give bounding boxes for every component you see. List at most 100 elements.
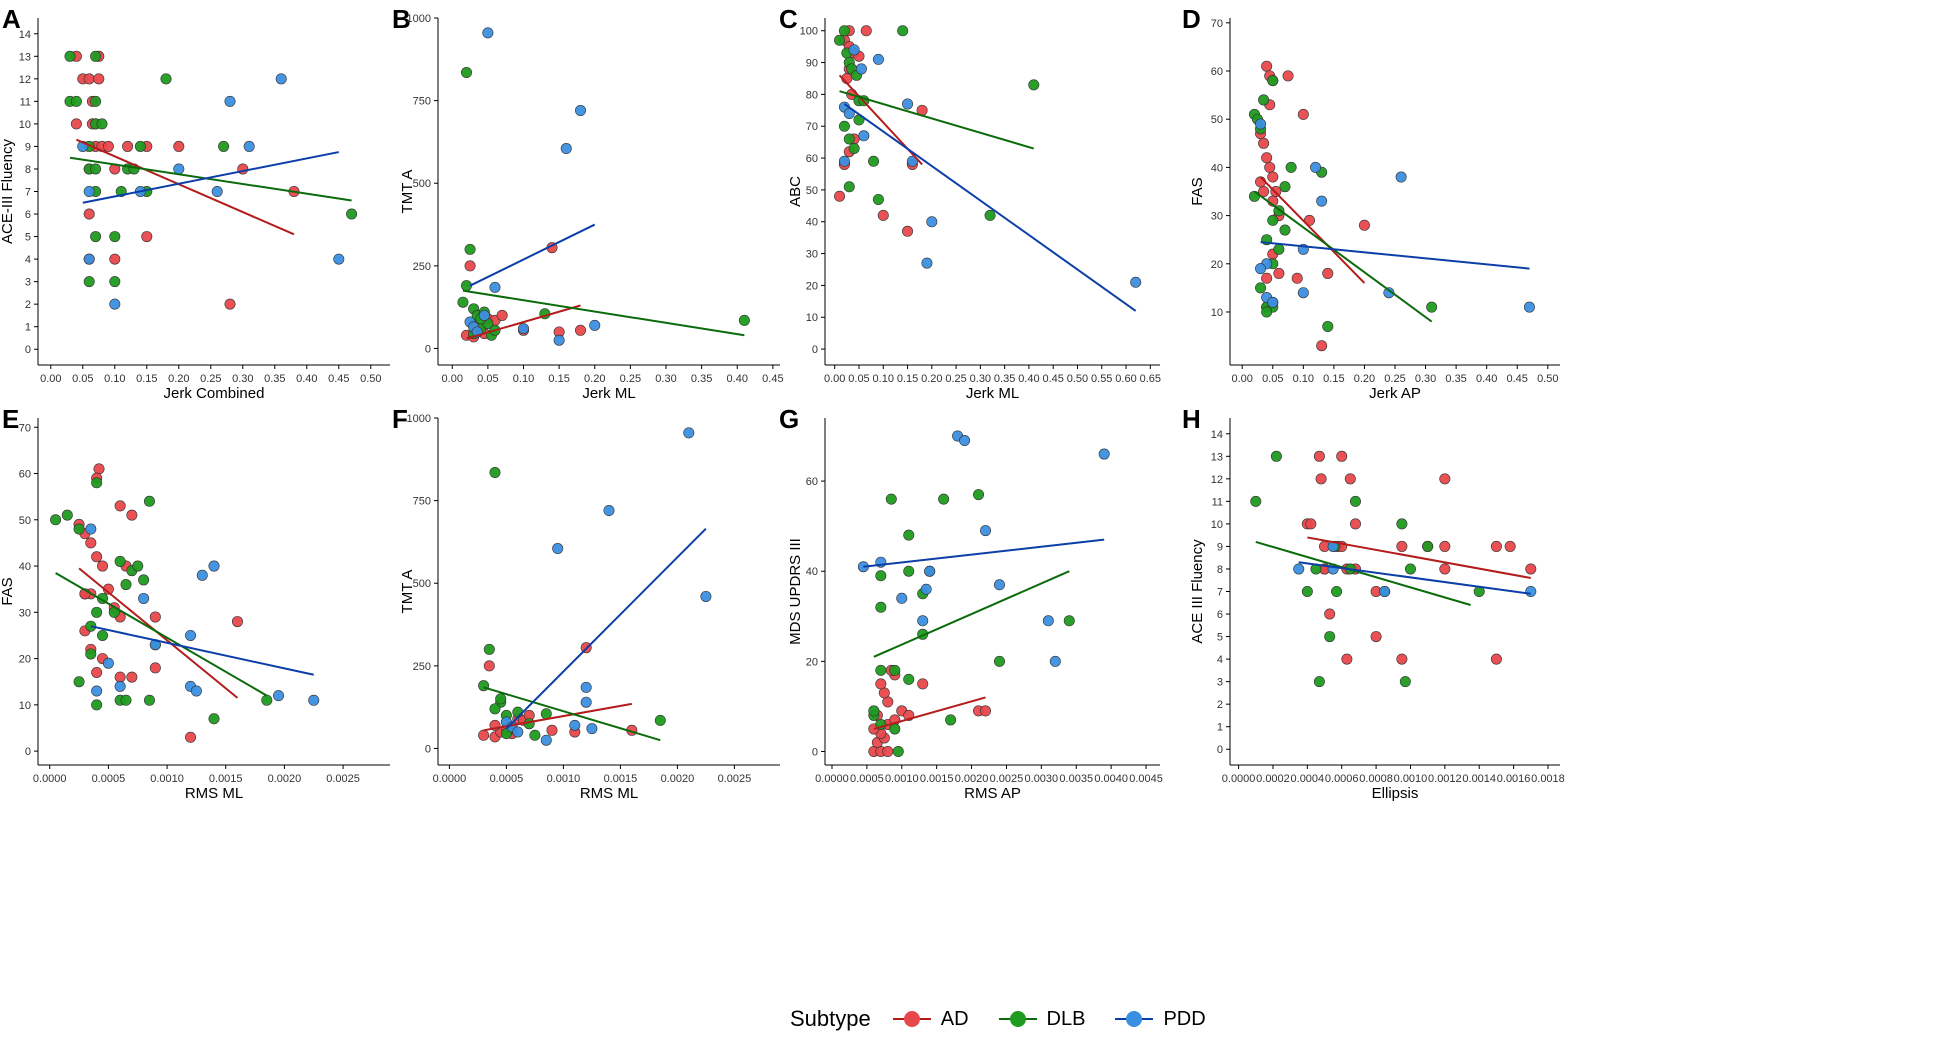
panel-e-point-dlb: [91, 606, 103, 618]
panel-h-xtick-label: 0.0018: [1531, 773, 1565, 785]
panel-a-xlabel: Jerk Combined: [164, 385, 265, 402]
panel-e: E 0 10 20 30 40 50 60 70 0.0000 0.0005 0.0010 0.0015…: [0, 404, 390, 802]
panel-c-point-dlb: [843, 181, 855, 193]
panel-g-xtick-label: 0.0045: [1129, 773, 1163, 785]
panel-c-point-dlb: [848, 143, 860, 155]
panel-c-point-dlb: [868, 155, 880, 167]
panel-e-point-pdd: [138, 592, 150, 604]
panel-h-ytick-label: 12: [1211, 474, 1223, 486]
panel-d-point-ad: [1267, 171, 1279, 183]
panel-g-fit-ad: [873, 696, 986, 730]
panel-e-point-dlb: [143, 694, 155, 706]
panel-b-xtick-label: 0.10: [513, 373, 534, 385]
panel-h-point-dlb: [1250, 495, 1262, 507]
panel-d-point-pdd: [1255, 118, 1267, 130]
panel-a-ytick-label: 8: [25, 164, 31, 176]
panel-b-ytick-label: 1000: [407, 13, 431, 25]
panel-h-point-ad: [1439, 473, 1451, 485]
panel-e-point-ad: [185, 731, 197, 743]
panel-h-xtick-label: 0.0008: [1359, 773, 1393, 785]
panel-d-point-ad: [1291, 272, 1303, 284]
panel-d-xtick-label: 0.50: [1537, 373, 1558, 385]
panel-f-point-pdd: [580, 681, 592, 693]
panel-g-xtick-label: 0.0015: [920, 773, 954, 785]
panel-g-point-dlb: [938, 493, 950, 505]
panel-e-point-ad: [114, 671, 126, 683]
panel-e-point-pdd: [308, 694, 320, 706]
panel-f-point-pdd: [586, 723, 598, 735]
panel-h-point-ad: [1504, 540, 1516, 552]
panel-c-letter: C: [779, 4, 798, 34]
panel-c-xtick-label: 0.25: [945, 373, 966, 385]
panel-b-ytick-label: 0: [425, 343, 431, 355]
panel-d-point-pdd: [1523, 301, 1535, 313]
panel-c-point-pdd: [921, 257, 933, 269]
panel-c-xtick-label: 0.10: [873, 373, 894, 385]
panel-g-point-dlb: [885, 493, 897, 505]
panel-b: B 0 250 500 750 1000 0.00 0.05 0.10 0.15 0.20 0.25 0…: [392, 4, 784, 402]
panel-b-xtick-label: 0.30: [655, 373, 676, 385]
panel-d-xlabel: Jerk AP: [1369, 385, 1421, 402]
panel-a-point-ad: [173, 140, 185, 152]
panel-c-point-dlb: [843, 133, 855, 145]
panel-d-ylabel: FAS: [1189, 177, 1206, 205]
panel-d-letter: D: [1182, 4, 1201, 34]
panel-a-point-dlb: [218, 140, 230, 152]
panel-d-point-pdd: [1267, 296, 1279, 308]
panel-a-fit-pdd: [82, 151, 339, 204]
panel-d-ytick-label: 50: [1211, 114, 1223, 126]
panel-g-point-pdd: [924, 565, 936, 577]
panel-g-xtick-label: 0.0010: [885, 773, 919, 785]
panel-d: D 10 20 30 40 50 60 70 0.00 0.05 0.10 0.15 0.20 0.25 0…: [1182, 4, 1560, 402]
panel-a-point-dlb: [346, 208, 358, 220]
panel-a-fit-ad: [76, 138, 295, 236]
panel-a-xtick-label: 0.25: [200, 373, 221, 385]
panel-e-point-dlb: [138, 574, 150, 586]
panel-d-point-dlb: [1322, 320, 1334, 332]
panel-f-ytick-label: 750: [413, 496, 431, 508]
panel-a-xtick-label: 0.20: [168, 373, 189, 385]
panel-c-xtick-label: 0.50: [1067, 373, 1088, 385]
panel-g-point-dlb: [945, 714, 957, 726]
panel-d-point-dlb: [1267, 214, 1279, 226]
panel-a-point-dlb: [90, 95, 102, 107]
panel-d-point-dlb: [1273, 243, 1285, 255]
panel-c-xtick-label: 0.05: [848, 373, 869, 385]
panel-g-point-pdd: [959, 435, 971, 447]
panel-a-point-dlb: [134, 140, 146, 152]
panel-e-point-dlb: [114, 555, 126, 567]
panel-h-point-ad: [1349, 518, 1361, 530]
panel-h-point-ad: [1439, 540, 1451, 552]
panel-a-point-ad: [109, 253, 121, 265]
panel-h-ytick-label: 6: [1217, 609, 1223, 621]
panel-d-point-pdd: [1310, 161, 1322, 173]
panel-h-point-ad: [1490, 540, 1502, 552]
panel-d-ytick-label: 10: [1211, 307, 1223, 319]
panel-g-ytick-label: 20: [806, 656, 818, 668]
panel-h-xtick-label: 0.0012: [1428, 773, 1462, 785]
panel-d-point-ad: [1264, 161, 1276, 173]
panel-d-fit-dlb: [1253, 190, 1433, 323]
panel-g-ytick-label: 0: [812, 746, 818, 758]
panel-f-letter: F: [392, 404, 408, 434]
panel-f-point-pdd: [683, 427, 695, 439]
panel-f-ytick-label: 500: [413, 578, 431, 590]
panel-f-point-dlb: [483, 643, 495, 655]
panel-f-xtick-label: 0.0020: [661, 773, 695, 785]
panel-c-xtick-label: 0.35: [994, 373, 1015, 385]
panel-a-letter: A: [2, 4, 21, 34]
panel-g-point-dlb: [875, 664, 887, 676]
panel-e-ytick-label: 0: [25, 746, 31, 758]
panel-h-xtick-label: 0.0006: [1325, 773, 1359, 785]
panel-c-xtick-label: 0.15: [897, 373, 918, 385]
panel-g-point-pdd: [1042, 615, 1054, 627]
panel-c-point-ad: [834, 190, 846, 202]
panel-a-point-ad: [122, 140, 134, 152]
panel-a-point-ad: [224, 298, 236, 310]
panel-g-point-dlb: [903, 673, 915, 685]
panel-e-point-ad: [93, 463, 105, 475]
panel-d-xtick-label: 0.05: [1262, 373, 1283, 385]
panel-h-ytick-label: 0: [1217, 744, 1223, 756]
panel-a-ytick-label: 1: [25, 322, 31, 334]
panel-f-fit-pdd: [505, 528, 707, 730]
